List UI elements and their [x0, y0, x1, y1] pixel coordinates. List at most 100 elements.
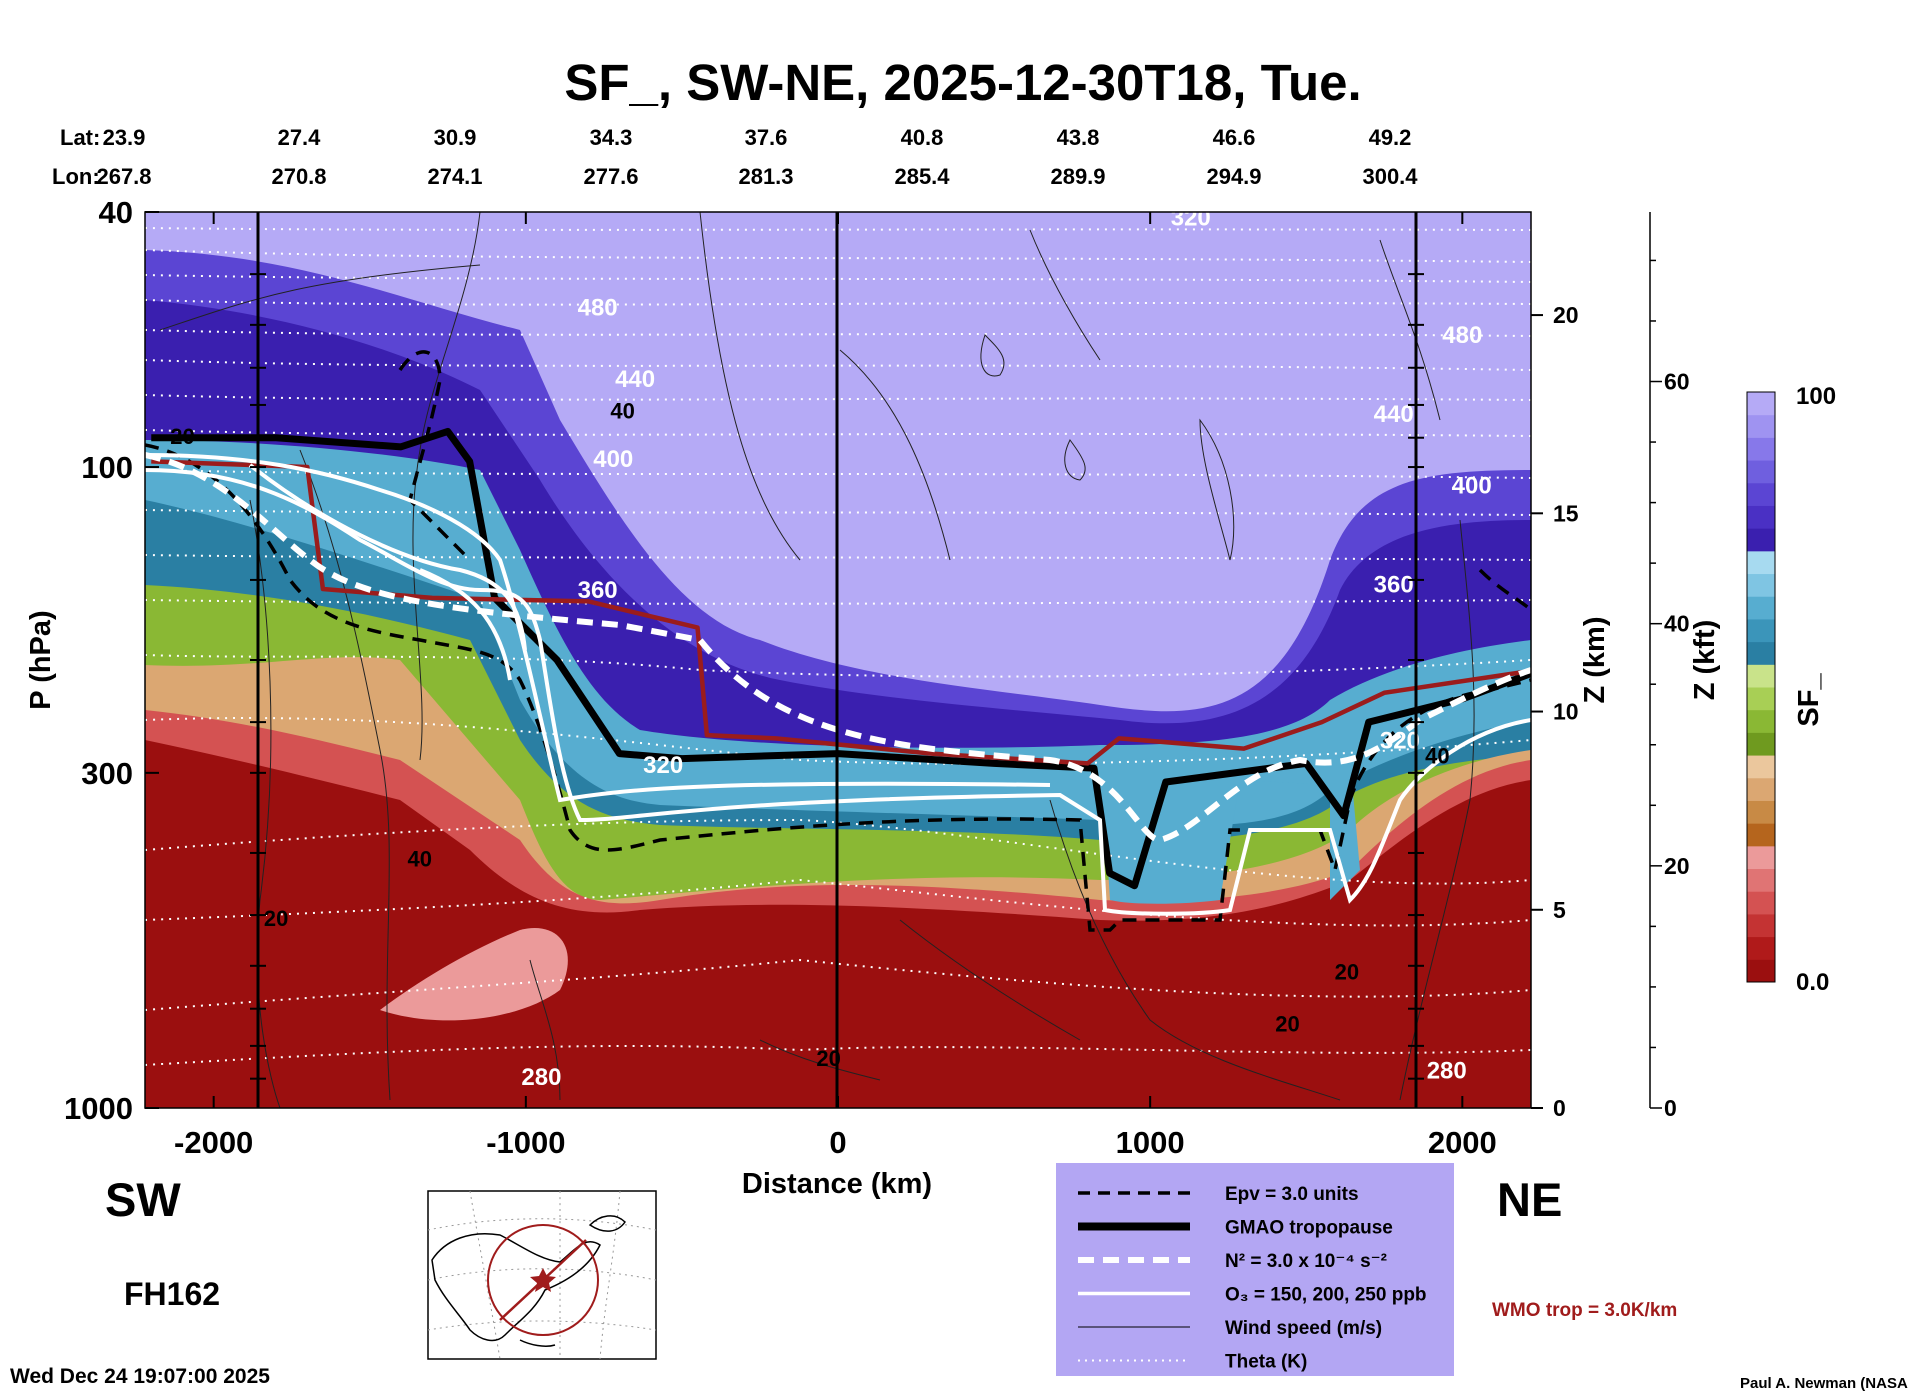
colorbar-frame: [1746, 391, 1776, 983]
lat-value: 34.3: [590, 125, 633, 150]
colorbar-swatch: [1747, 777, 1775, 801]
colorbar-swatch: [1747, 618, 1775, 643]
z-km-tick-label: 15: [1553, 500, 1579, 526]
wind-label: 20: [1275, 1012, 1299, 1037]
colorbar: [1746, 391, 1776, 983]
z-kft-tick-label: 20: [1664, 853, 1690, 879]
x-tick-label: -1000: [486, 1125, 565, 1160]
ozone-contours: [145, 453, 1531, 916]
z-km-tick-label: 10: [1553, 699, 1579, 725]
x-tick-label: 2000: [1428, 1125, 1497, 1160]
theta-label: 320: [1171, 205, 1211, 232]
x-axis-label: Distance (km): [742, 1168, 932, 1200]
lat-value: 46.6: [1213, 125, 1256, 150]
theta-label: 320: [1380, 728, 1420, 755]
z-km-tick-label: 20: [1553, 302, 1579, 328]
theta-label: 320: [643, 752, 683, 779]
lon-value: 289.9: [1050, 164, 1105, 189]
z-km-axis: 0 5 10 15 20: [1531, 302, 1579, 1121]
lon-value: 294.9: [1206, 164, 1261, 189]
theta-label: 400: [1452, 473, 1492, 500]
y-tick-label: 40: [99, 195, 133, 230]
colorbar-max-label: 100: [1796, 383, 1836, 410]
colorbar-swatch: [1747, 641, 1775, 665]
colorbar-swatch: [1747, 550, 1775, 575]
wmo-note: WMO trop = 3.0K/km: [1492, 1300, 1677, 1321]
lat-value: 37.6: [745, 125, 788, 150]
inset-map: [427, 1190, 657, 1360]
wind-label: 20: [170, 424, 194, 449]
colorbar-swatch: [1747, 414, 1775, 438]
z-kft-axis-label: Z (kft): [1689, 620, 1721, 701]
legend-label: N² = 3.0 x 10⁻⁴ s⁻²: [1225, 1251, 1387, 1272]
z-km-tick-label: 0: [1553, 1095, 1566, 1121]
station-line-ticks: [250, 273, 1424, 1080]
colorbar-title: SF_: [1793, 673, 1825, 727]
z-kft-tick-label: 60: [1664, 369, 1690, 395]
theta-label: 280: [1427, 1058, 1467, 1085]
z-km-tick-label: 5: [1553, 897, 1566, 923]
theta-label: 440: [1374, 401, 1414, 428]
colorbar-swatch: [1747, 800, 1775, 824]
lon-value: 270.8: [271, 164, 326, 189]
theta-label: 360: [1374, 572, 1414, 599]
z-km-axis-label: Z (km): [1579, 617, 1611, 704]
colorbar-swatch: [1747, 959, 1775, 983]
theta-label: 440: [615, 366, 655, 393]
colorbar-min-label: 0.0: [1796, 969, 1829, 996]
chart-title: SF_, SW-NE, 2025-12-30T18, Tue.: [564, 54, 1361, 111]
y-tick-label: 100: [81, 450, 133, 485]
gmao-tropopause-line: [151, 427, 1531, 890]
legend-box: [1056, 1163, 1454, 1376]
colorbar-swatch: [1747, 687, 1775, 711]
wind-label: 40: [610, 399, 634, 424]
legend: Epv = 3.0 units GMAO tropopause N² = 3.0 x…: [1056, 1163, 1454, 1376]
lat-value: 27.4: [278, 125, 322, 150]
lon-value: 285.4: [894, 164, 950, 189]
lon-value: 281.3: [738, 164, 793, 189]
theta-label: 360: [578, 577, 618, 604]
forecast-hour: FH162: [124, 1276, 220, 1312]
colorbar-swatch: [1747, 437, 1775, 461]
lat-label: Lat:: [60, 125, 100, 150]
lat-value: 30.9: [434, 125, 477, 150]
colorbar-swatch: [1747, 823, 1775, 847]
colorbar-swatch: [1747, 573, 1775, 597]
wind-label: 40: [1425, 743, 1449, 768]
theta-label: 480: [1442, 322, 1482, 349]
colorbar-swatch: [1747, 460, 1775, 484]
lon-value: 274.1: [427, 164, 482, 189]
lon-value: 300.4: [1362, 164, 1418, 189]
pink-intrusion: [380, 928, 568, 1021]
wmo-tropopause-line: [151, 459, 1531, 766]
sw-label: SW: [105, 1173, 181, 1226]
lat-lon-header: 23.9 27.4 30.9 34.3 37.6 40.8 43.8 46.6 49.2 267.…: [96, 125, 1418, 189]
lon-value: 267.8: [96, 164, 151, 189]
epv-contour: [145, 350, 1531, 932]
z-kft-tick-label: 40: [1664, 611, 1690, 637]
colorbar-swatch: [1747, 845, 1775, 870]
wind-label: 20: [264, 906, 288, 931]
legend-label: Epv = 3.0 units: [1225, 1184, 1359, 1205]
wind-label: 40: [407, 847, 431, 872]
y-tick-label: 1000: [64, 1091, 133, 1126]
credit: Paul A. Newman (NASA: [1740, 1375, 1908, 1392]
y-axis: 40 100 300 1000: [64, 195, 159, 1126]
lon-value: 277.6: [583, 164, 638, 189]
legend-label: Wind speed (m/s): [1225, 1318, 1382, 1339]
colorbar-swatch: [1747, 936, 1775, 960]
colorbar-swatch: [1747, 528, 1775, 552]
colorbar-swatch: [1747, 868, 1775, 892]
z-kft-tick-label: 0: [1664, 1095, 1677, 1121]
x-tick-label: -2000: [174, 1125, 253, 1160]
colorbar-swatch: [1747, 755, 1775, 779]
colorbar-swatch: [1747, 664, 1775, 688]
lat-value: 23.9: [103, 125, 146, 150]
wind-label: 20: [1335, 959, 1359, 984]
lat-value: 43.8: [1057, 125, 1100, 150]
x-axis: -2000 -1000 0 1000 2000: [174, 212, 1497, 1160]
lat-value: 49.2: [1369, 125, 1412, 150]
ne-label: NE: [1497, 1173, 1562, 1226]
theta-label: 400: [593, 446, 633, 473]
legend-label: Theta (K): [1225, 1352, 1307, 1373]
